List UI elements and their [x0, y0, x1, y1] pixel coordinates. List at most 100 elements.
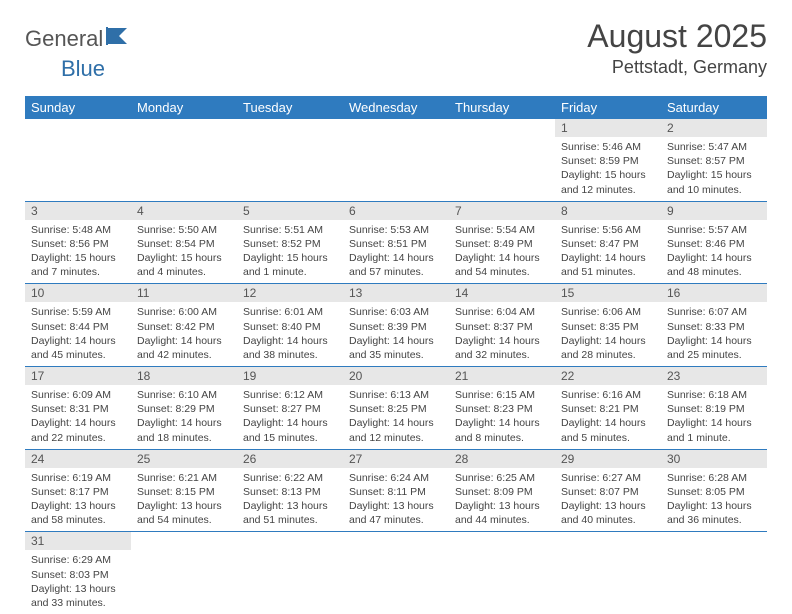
day-number: 24 [25, 450, 131, 468]
weekday-header-row: Sunday Monday Tuesday Wednesday Thursday… [25, 96, 767, 119]
day-content: Sunrise: 6:27 AMSunset: 8:07 PMDaylight:… [555, 468, 661, 532]
calendar-cell: 28Sunrise: 6:25 AMSunset: 8:09 PMDayligh… [449, 449, 555, 532]
brand-logo: General [25, 18, 133, 52]
calendar-cell: 26Sunrise: 6:22 AMSunset: 8:13 PMDayligh… [237, 449, 343, 532]
day-number: 1 [555, 119, 661, 137]
day-content: Sunrise: 5:51 AMSunset: 8:52 PMDaylight:… [237, 220, 343, 284]
calendar-cell-empty [131, 119, 237, 201]
calendar-cell: 10Sunrise: 5:59 AMSunset: 8:44 PMDayligh… [25, 284, 131, 367]
calendar-row: 1Sunrise: 5:46 AMSunset: 8:59 PMDaylight… [25, 119, 767, 201]
day-content: Sunrise: 6:15 AMSunset: 8:23 PMDaylight:… [449, 385, 555, 449]
calendar-cell-blank [449, 532, 555, 614]
day-content: Sunrise: 5:47 AMSunset: 8:57 PMDaylight:… [661, 137, 767, 201]
day-number: 27 [343, 450, 449, 468]
calendar-row: 31Sunrise: 6:29 AMSunset: 8:03 PMDayligh… [25, 532, 767, 614]
calendar-cell: 12Sunrise: 6:01 AMSunset: 8:40 PMDayligh… [237, 284, 343, 367]
day-content: Sunrise: 6:13 AMSunset: 8:25 PMDaylight:… [343, 385, 449, 449]
calendar-cell: 2Sunrise: 5:47 AMSunset: 8:57 PMDaylight… [661, 119, 767, 201]
calendar-cell: 5Sunrise: 5:51 AMSunset: 8:52 PMDaylight… [237, 201, 343, 284]
day-number: 8 [555, 202, 661, 220]
day-number: 12 [237, 284, 343, 302]
calendar-cell-empty [25, 119, 131, 201]
calendar-row: 17Sunrise: 6:09 AMSunset: 8:31 PMDayligh… [25, 367, 767, 450]
day-content: Sunrise: 6:24 AMSunset: 8:11 PMDaylight:… [343, 468, 449, 532]
day-number: 5 [237, 202, 343, 220]
day-content: Sunrise: 6:29 AMSunset: 8:03 PMDaylight:… [25, 550, 131, 614]
day-content: Sunrise: 5:57 AMSunset: 8:46 PMDaylight:… [661, 220, 767, 284]
day-content: Sunrise: 6:10 AMSunset: 8:29 PMDaylight:… [131, 385, 237, 449]
calendar-cell: 23Sunrise: 6:18 AMSunset: 8:19 PMDayligh… [661, 367, 767, 450]
day-content: Sunrise: 6:09 AMSunset: 8:31 PMDaylight:… [25, 385, 131, 449]
day-number: 11 [131, 284, 237, 302]
day-number: 23 [661, 367, 767, 385]
day-number: 13 [343, 284, 449, 302]
calendar-cell: 6Sunrise: 5:53 AMSunset: 8:51 PMDaylight… [343, 201, 449, 284]
day-number: 3 [25, 202, 131, 220]
calendar-cell: 18Sunrise: 6:10 AMSunset: 8:29 PMDayligh… [131, 367, 237, 450]
calendar-cell: 17Sunrise: 6:09 AMSunset: 8:31 PMDayligh… [25, 367, 131, 450]
calendar-cell: 8Sunrise: 5:56 AMSunset: 8:47 PMDaylight… [555, 201, 661, 284]
calendar-cell: 14Sunrise: 6:04 AMSunset: 8:37 PMDayligh… [449, 284, 555, 367]
day-content: Sunrise: 5:53 AMSunset: 8:51 PMDaylight:… [343, 220, 449, 284]
weekday-header: Sunday [25, 96, 131, 119]
day-number: 18 [131, 367, 237, 385]
day-content: Sunrise: 5:48 AMSunset: 8:56 PMDaylight:… [25, 220, 131, 284]
day-content: Sunrise: 5:50 AMSunset: 8:54 PMDaylight:… [131, 220, 237, 284]
day-number: 16 [661, 284, 767, 302]
day-number: 26 [237, 450, 343, 468]
month-title: August 2025 [587, 18, 767, 55]
calendar-cell: 30Sunrise: 6:28 AMSunset: 8:05 PMDayligh… [661, 449, 767, 532]
brand-blue: Blue [25, 56, 105, 81]
calendar-cell: 27Sunrise: 6:24 AMSunset: 8:11 PMDayligh… [343, 449, 449, 532]
day-number: 14 [449, 284, 555, 302]
day-number: 19 [237, 367, 343, 385]
calendar-cell: 11Sunrise: 6:00 AMSunset: 8:42 PMDayligh… [131, 284, 237, 367]
day-content: Sunrise: 5:46 AMSunset: 8:59 PMDaylight:… [555, 137, 661, 201]
day-number: 22 [555, 367, 661, 385]
calendar-row: 10Sunrise: 5:59 AMSunset: 8:44 PMDayligh… [25, 284, 767, 367]
calendar-cell: 16Sunrise: 6:07 AMSunset: 8:33 PMDayligh… [661, 284, 767, 367]
day-content: Sunrise: 6:21 AMSunset: 8:15 PMDaylight:… [131, 468, 237, 532]
weekday-header: Saturday [661, 96, 767, 119]
day-content: Sunrise: 6:22 AMSunset: 8:13 PMDaylight:… [237, 468, 343, 532]
calendar-cell: 1Sunrise: 5:46 AMSunset: 8:59 PMDaylight… [555, 119, 661, 201]
weekday-header: Thursday [449, 96, 555, 119]
calendar-cell: 22Sunrise: 6:16 AMSunset: 8:21 PMDayligh… [555, 367, 661, 450]
calendar-cell: 29Sunrise: 6:27 AMSunset: 8:07 PMDayligh… [555, 449, 661, 532]
title-block: August 2025 Pettstadt, Germany [587, 18, 767, 78]
day-number: 9 [661, 202, 767, 220]
day-content: Sunrise: 6:06 AMSunset: 8:35 PMDaylight:… [555, 302, 661, 366]
weekday-header: Wednesday [343, 96, 449, 119]
calendar-cell: 15Sunrise: 6:06 AMSunset: 8:35 PMDayligh… [555, 284, 661, 367]
calendar-cell-empty [343, 119, 449, 201]
day-number: 6 [343, 202, 449, 220]
day-content: Sunrise: 6:18 AMSunset: 8:19 PMDaylight:… [661, 385, 767, 449]
day-content: Sunrise: 6:03 AMSunset: 8:39 PMDaylight:… [343, 302, 449, 366]
calendar-cell-blank [237, 532, 343, 614]
calendar-cell: 20Sunrise: 6:13 AMSunset: 8:25 PMDayligh… [343, 367, 449, 450]
day-content: Sunrise: 5:59 AMSunset: 8:44 PMDaylight:… [25, 302, 131, 366]
calendar-cell-blank [661, 532, 767, 614]
calendar-cell: 21Sunrise: 6:15 AMSunset: 8:23 PMDayligh… [449, 367, 555, 450]
day-number: 15 [555, 284, 661, 302]
calendar-cell: 31Sunrise: 6:29 AMSunset: 8:03 PMDayligh… [25, 532, 131, 614]
calendar-cell: 4Sunrise: 5:50 AMSunset: 8:54 PMDaylight… [131, 201, 237, 284]
day-number: 21 [449, 367, 555, 385]
day-number: 2 [661, 119, 767, 137]
day-number: 30 [661, 450, 767, 468]
day-number: 28 [449, 450, 555, 468]
day-number: 20 [343, 367, 449, 385]
calendar-table: Sunday Monday Tuesday Wednesday Thursday… [25, 96, 767, 614]
calendar-cell-blank [131, 532, 237, 614]
day-number: 7 [449, 202, 555, 220]
calendar-cell: 24Sunrise: 6:19 AMSunset: 8:17 PMDayligh… [25, 449, 131, 532]
calendar-cell: 13Sunrise: 6:03 AMSunset: 8:39 PMDayligh… [343, 284, 449, 367]
calendar-cell: 25Sunrise: 6:21 AMSunset: 8:15 PMDayligh… [131, 449, 237, 532]
day-content: Sunrise: 6:07 AMSunset: 8:33 PMDaylight:… [661, 302, 767, 366]
calendar-page: General August 2025 Pettstadt, Germany B… [0, 0, 792, 614]
day-content: Sunrise: 6:25 AMSunset: 8:09 PMDaylight:… [449, 468, 555, 532]
calendar-cell: 3Sunrise: 5:48 AMSunset: 8:56 PMDaylight… [25, 201, 131, 284]
calendar-row: 24Sunrise: 6:19 AMSunset: 8:17 PMDayligh… [25, 449, 767, 532]
day-number: 17 [25, 367, 131, 385]
day-content: Sunrise: 6:01 AMSunset: 8:40 PMDaylight:… [237, 302, 343, 366]
